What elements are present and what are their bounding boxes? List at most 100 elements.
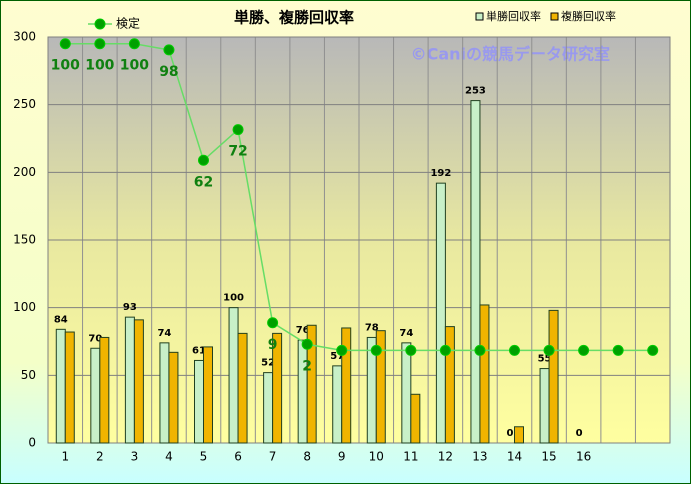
data-label: 70 [88,333,102,344]
line-marker [232,124,244,136]
line-label: 9 [268,337,278,353]
line-marker [405,344,417,356]
data-label: 52 [261,358,275,369]
data-label: 0 [576,428,583,439]
line-marker [301,338,313,350]
legend-marker [94,18,106,30]
bar [548,309,559,444]
x-tick-label: 5 [200,450,208,464]
line-marker [612,344,624,356]
x-tick-label: 4 [165,450,173,464]
line-marker [94,38,106,50]
data-label: 253 [465,86,486,97]
chart-title: 単勝、複勝回収率 [234,9,354,27]
data-label: 57 [330,351,344,362]
x-tick-label: 3 [131,450,139,464]
line-marker [474,344,486,356]
x-tick-label: 8 [303,450,311,464]
x-tick-label: 14 [507,450,522,464]
bar [410,393,421,444]
x-tick-label: 1 [61,450,69,464]
line-marker [336,344,348,356]
line-marker [543,344,555,356]
bar [444,326,455,444]
bar [470,100,481,444]
bar [272,332,283,444]
bar [64,331,75,444]
y-tick-label: 250 [13,97,36,111]
line-marker [163,44,175,56]
line-marker [370,344,382,356]
line-marker [59,38,71,50]
bar [332,365,343,444]
x-tick-label: 12 [438,450,453,464]
legend-label: 複勝回収率 [561,9,616,23]
line [65,42,653,352]
bar [401,342,412,444]
line-label: 100 [51,58,80,74]
data-label: 100 [223,293,244,304]
x-tick-label: 6 [234,450,242,464]
x-tick-label: 2 [96,450,104,464]
bar [375,330,386,444]
x-tick-label: 16 [576,450,591,464]
y-tick-label: 100 [13,300,36,314]
legend-label: 検定 [116,16,140,31]
bar [159,342,170,444]
legend-swatch [475,12,484,21]
x-tick-label: 13 [472,450,487,464]
bar [237,332,248,444]
y-tick-label: 0 [28,436,36,450]
line-label: 72 [228,144,247,160]
bar [90,347,101,444]
x-tick-label: 15 [541,450,556,464]
x-tick-label: 7 [269,450,277,464]
line-label: 98 [159,64,178,80]
bar [341,327,352,444]
bar [194,359,204,444]
bar [228,307,239,444]
data-label: 61 [192,345,206,356]
y-tick-label: 200 [13,165,36,179]
data-label: 84 [54,314,68,325]
line-marker [267,317,279,329]
line-marker [128,38,140,50]
bar [479,304,490,444]
line-marker [578,344,590,356]
data-label: 78 [365,322,379,333]
bar [203,346,213,444]
bar [168,351,179,444]
data-label: 0 [507,428,514,439]
x-tick-label: 9 [338,450,346,464]
line-marker [509,344,520,356]
y-tick-label: 300 [13,30,36,44]
bar [263,372,274,444]
bar [306,324,317,444]
data-label: 74 [399,328,413,339]
y-tick-label: 50 [21,368,36,382]
line-label: 2 [302,358,312,374]
x-tick-label: 11 [403,450,418,464]
data-label: 55 [538,354,552,365]
line-label: 62 [194,174,213,190]
bar [55,328,66,444]
bar [539,368,550,444]
legend-swatch [550,12,559,21]
bar [99,336,110,444]
x-tick-label: 10 [369,450,384,464]
bar [124,316,135,444]
data-label: 74 [157,328,171,339]
line-label: 100 [120,58,149,74]
bar [435,182,446,444]
line-marker [647,344,659,356]
line-label: 100 [85,58,114,74]
data-label: 93 [123,302,137,313]
bar [297,339,308,444]
data-label: 76 [296,325,310,336]
line-marker [439,344,451,356]
watermark: ©Caniの競馬データ研究室 [411,45,610,64]
data-label: 192 [430,168,451,179]
y-tick-label: 150 [13,233,36,247]
